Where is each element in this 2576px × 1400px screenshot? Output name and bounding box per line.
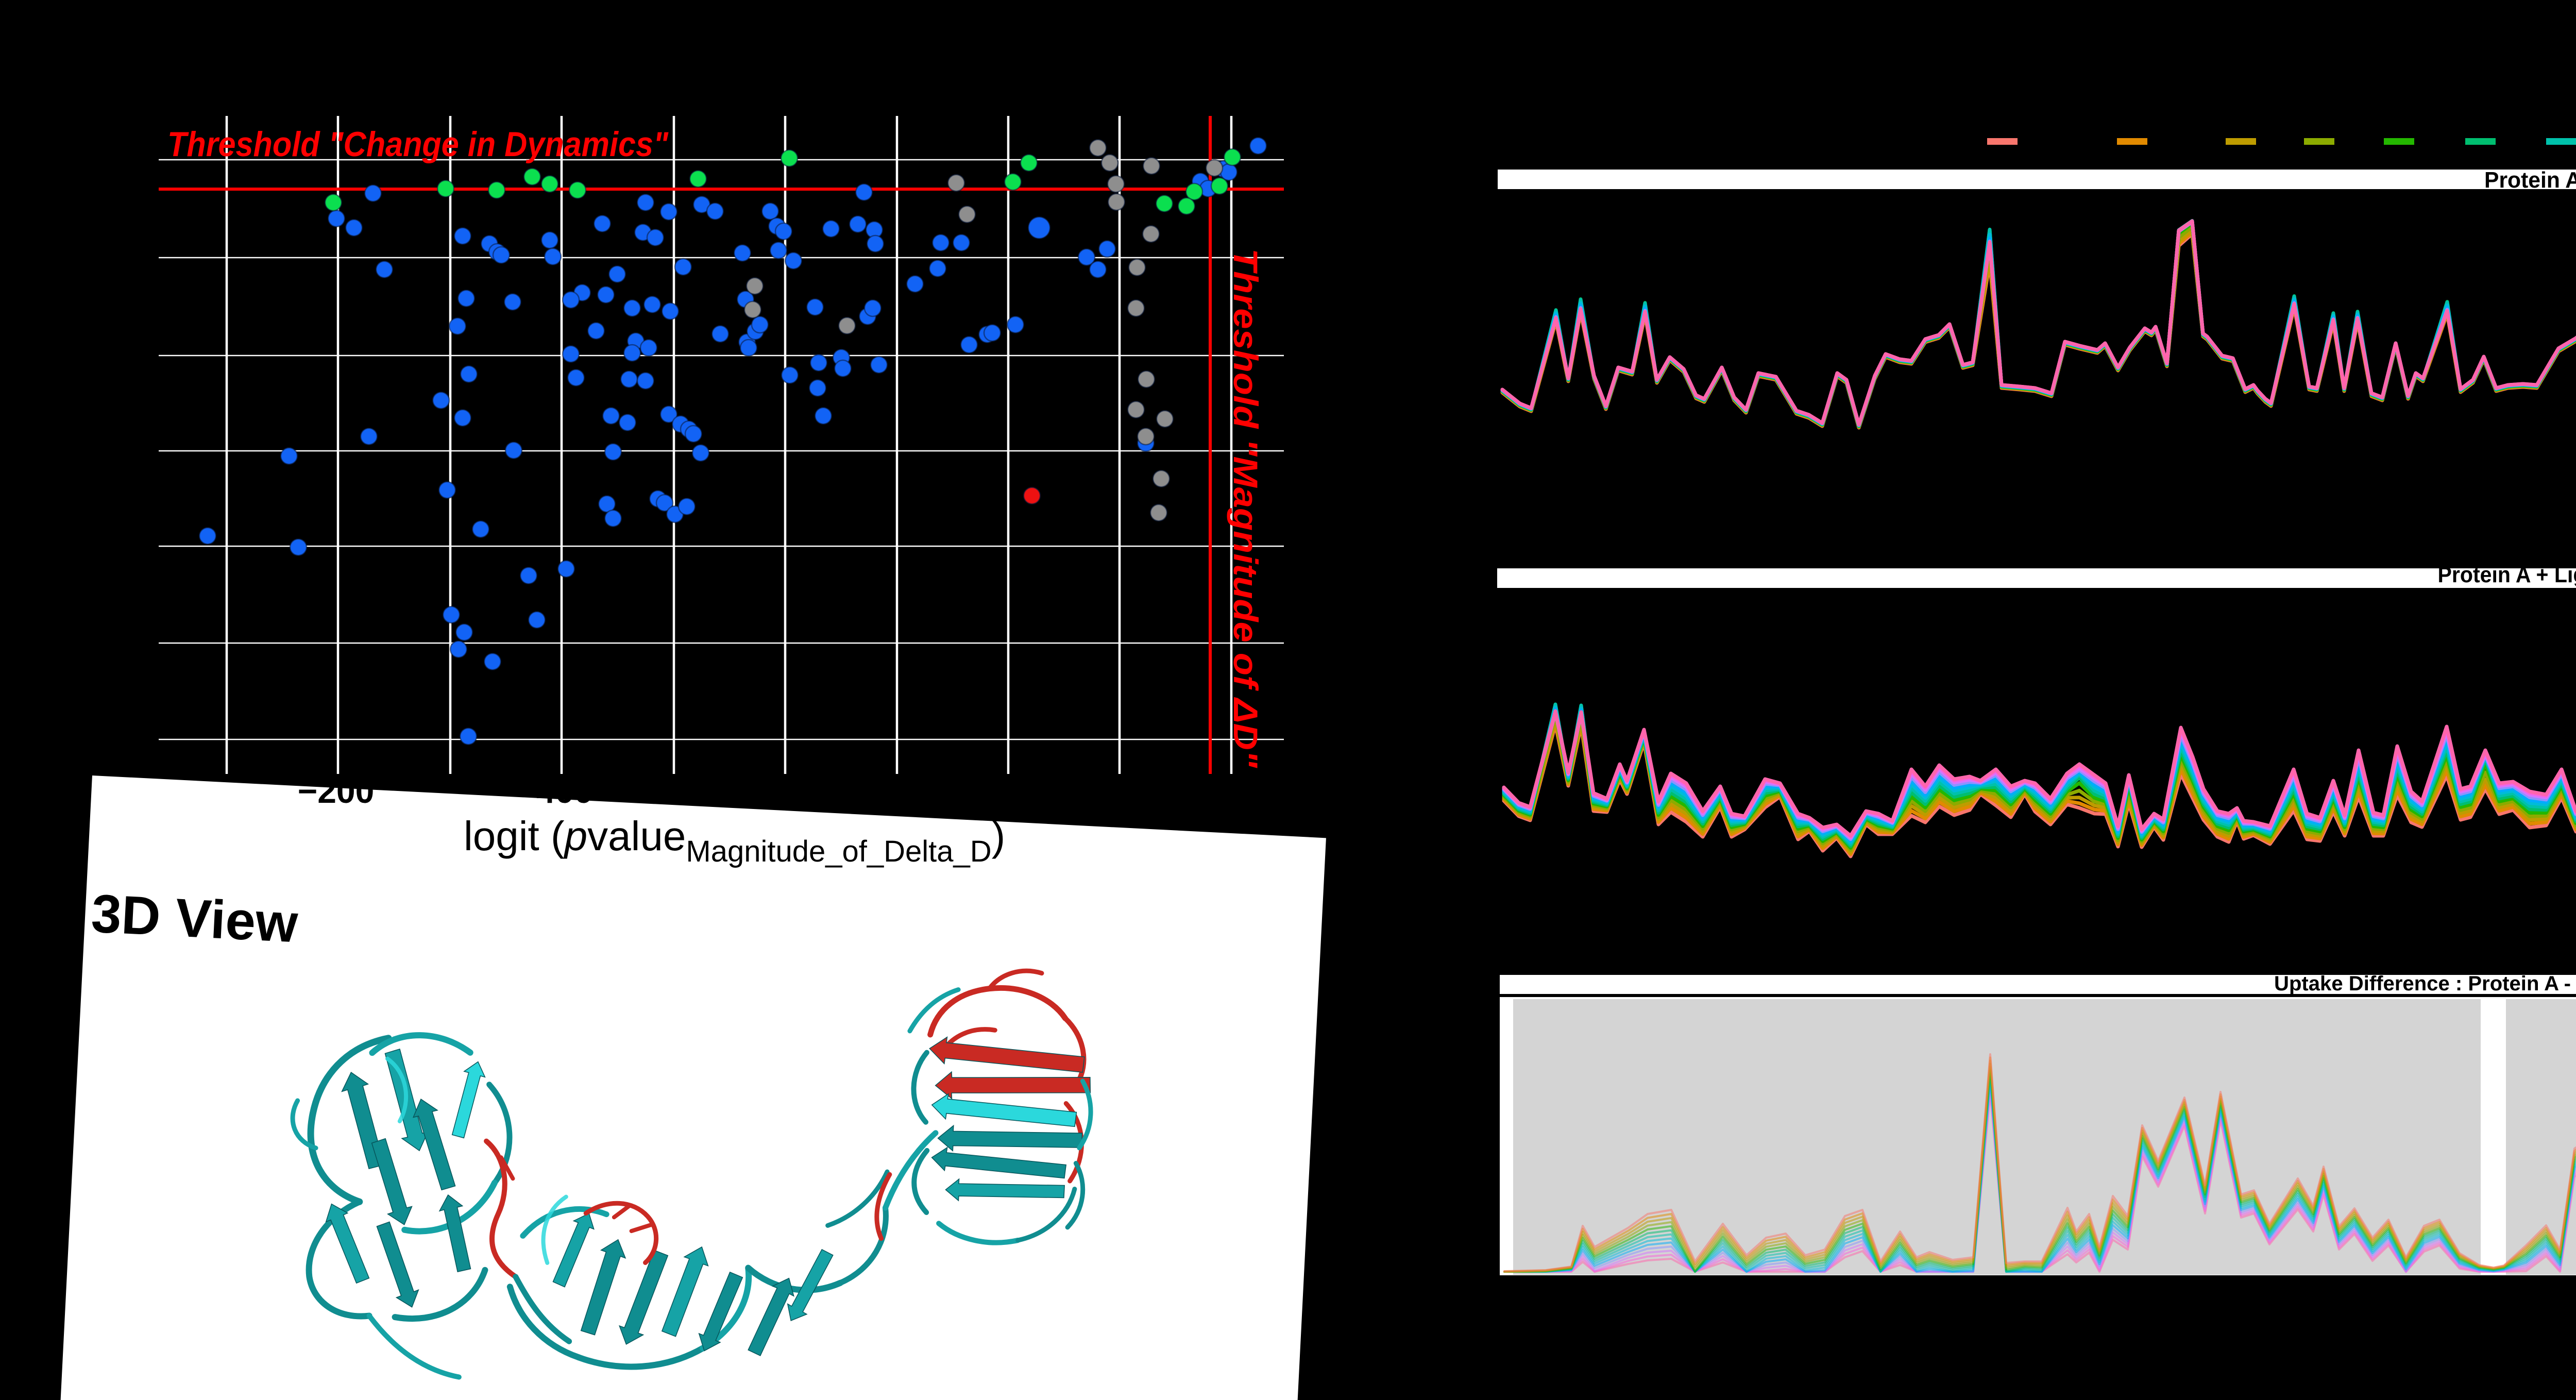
svg-text:Threshold "Change in Dynamics": Threshold "Change in Dynamics" xyxy=(167,125,669,164)
svg-text:−200: −200 xyxy=(298,772,375,810)
svg-text:Protein A + Ligand: Protein A + Ligand xyxy=(2438,562,2576,587)
svg-text:Threshold "Magnitude of ΔD": Threshold "Magnitude of ΔD" xyxy=(1227,248,1265,768)
svg-text:Uptake Difference : Protein A: Uptake Difference : Protein A - (Protein… xyxy=(2274,972,2576,995)
svg-text:400: 400 xyxy=(536,772,593,810)
svg-text:Protein A: Protein A xyxy=(2484,167,2576,193)
